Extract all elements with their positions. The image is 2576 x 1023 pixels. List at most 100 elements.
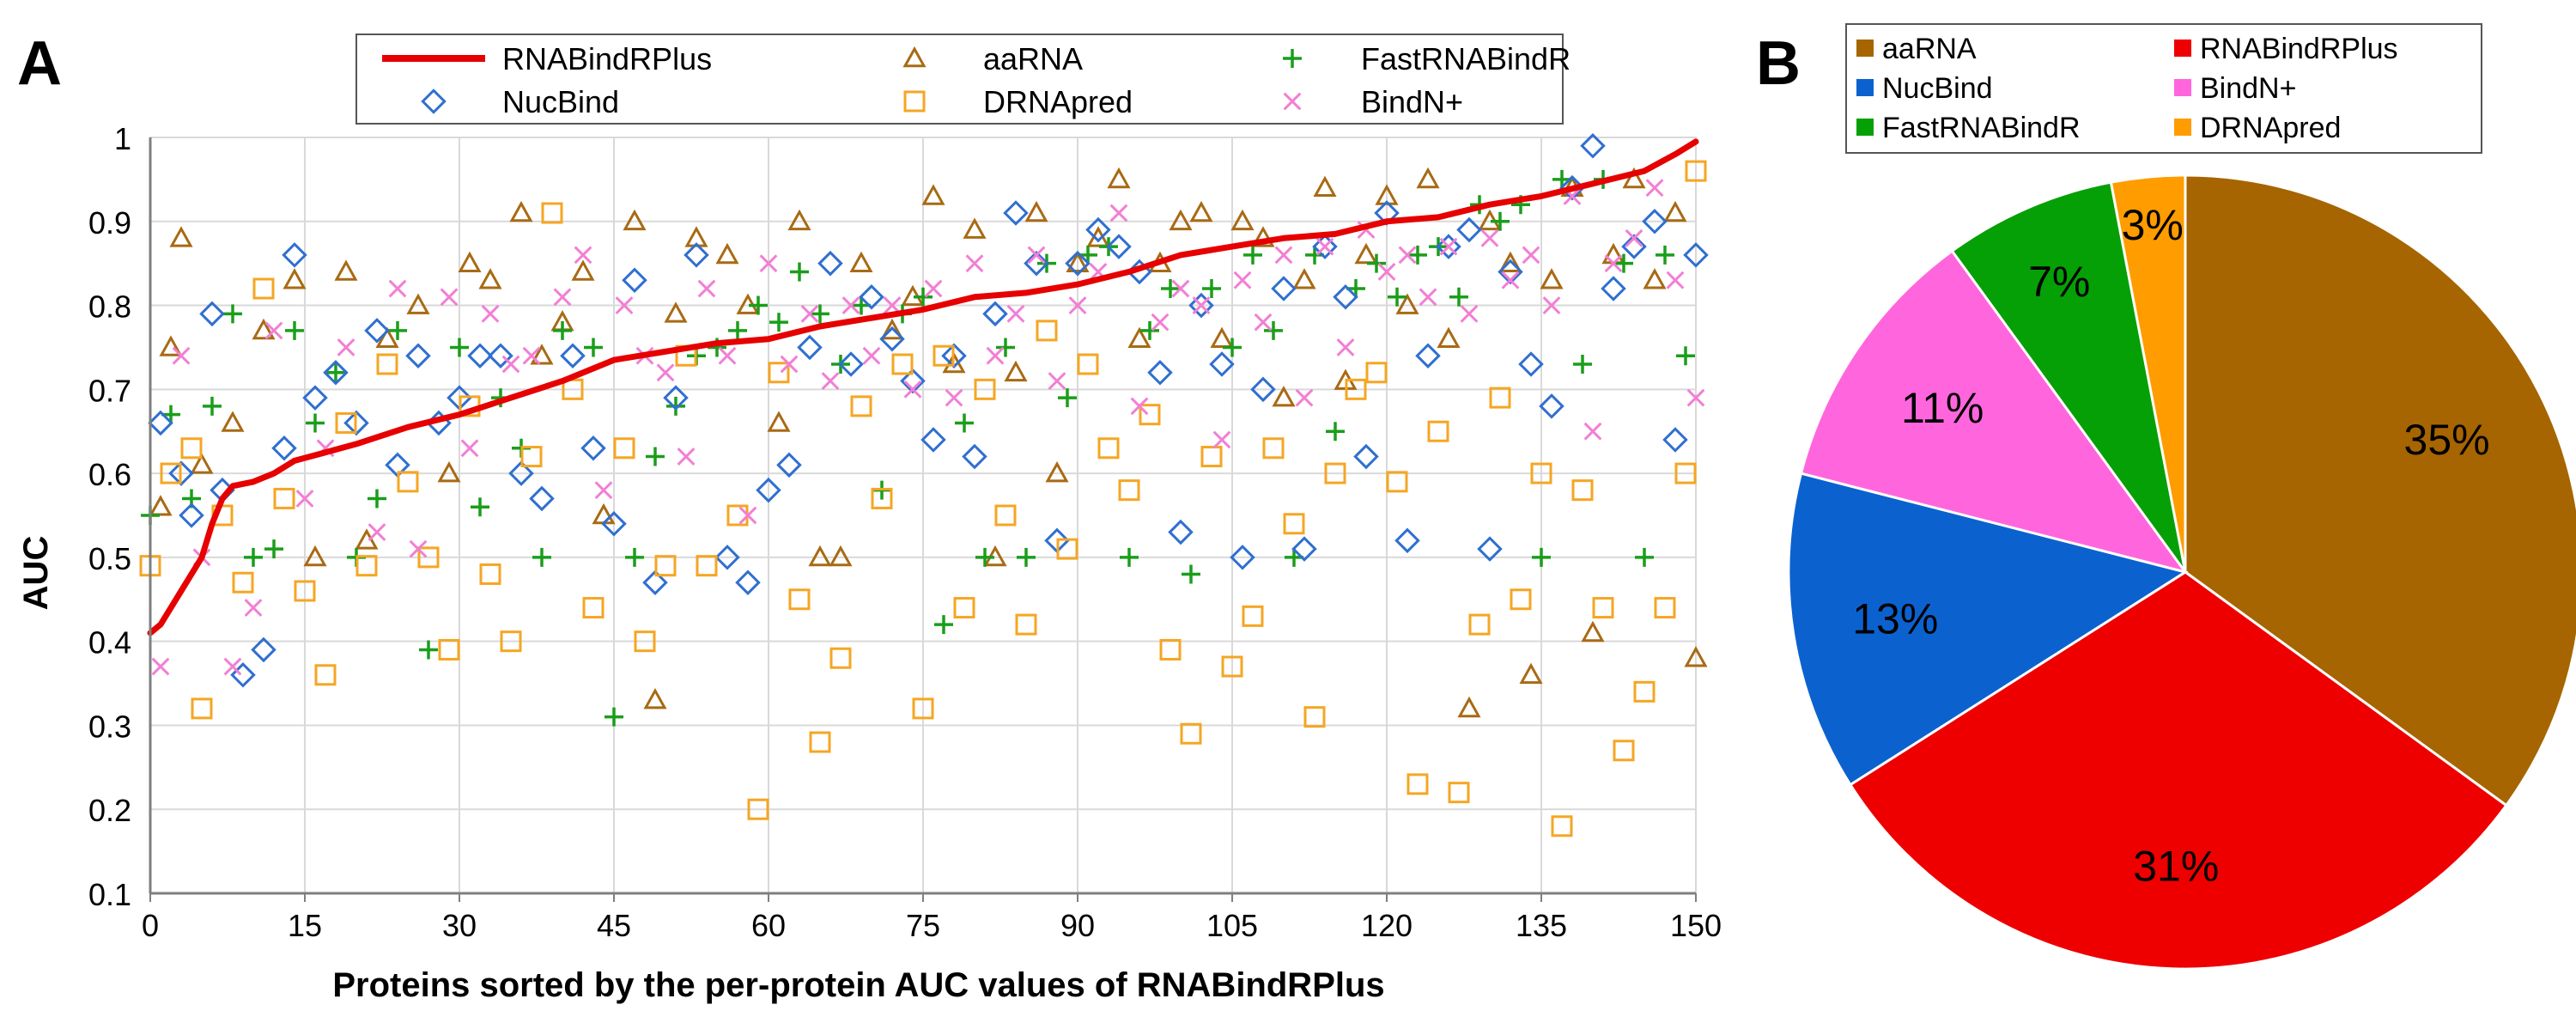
- data-point: [285, 320, 304, 340]
- data-point: [1036, 320, 1058, 342]
- data-point: [252, 318, 276, 340]
- data-point: [683, 242, 709, 268]
- y-tick-label: 1: [114, 121, 131, 156]
- data-point: [1171, 279, 1190, 298]
- data-point: [829, 545, 853, 567]
- data-point: [437, 461, 461, 483]
- legend-label: aaRNA: [983, 41, 1083, 76]
- data-point: [1109, 204, 1128, 222]
- data-point: [788, 588, 811, 611]
- data-point: [355, 528, 379, 550]
- data-point: [335, 411, 357, 434]
- data-point: [529, 485, 555, 512]
- data-point: [1004, 360, 1028, 382]
- data-point: [1635, 547, 1654, 567]
- data-point: [1182, 564, 1200, 584]
- data-point: [1015, 613, 1037, 636]
- data-point: [900, 368, 926, 394]
- data-point: [776, 452, 802, 478]
- series-fastrnabindr: [141, 169, 1695, 727]
- data-point: [1684, 646, 1708, 667]
- data-point: [1457, 696, 1481, 718]
- data-point: [1437, 326, 1461, 348]
- pie-slice-label: 7%: [2028, 258, 2090, 306]
- data-point: [1221, 655, 1243, 678]
- data-point: [963, 217, 987, 239]
- data-point: [295, 490, 314, 508]
- data-point: [169, 226, 193, 247]
- data-point: [879, 326, 905, 352]
- data-point: [478, 268, 502, 289]
- data-point: [199, 301, 225, 327]
- data-point: [1604, 254, 1623, 273]
- data-point: [584, 338, 603, 357]
- data-point: [1592, 597, 1614, 619]
- data-point: [1169, 209, 1193, 231]
- legend-item-bindn-: BindN+: [1283, 84, 1463, 119]
- pie-slice-drnapred: 3%: [2109, 174, 2187, 573]
- data-point: [1551, 815, 1573, 837]
- legend-swatch: [1856, 119, 1874, 136]
- legend-swatch: [902, 46, 927, 68]
- data-point: [303, 545, 327, 567]
- data-point: [417, 546, 440, 569]
- data-point: [1291, 536, 1317, 562]
- x-tick-label: 60: [751, 908, 786, 943]
- data-point: [1601, 242, 1625, 265]
- data-point: [1254, 313, 1273, 332]
- data-point: [615, 296, 634, 314]
- data-point: [488, 343, 513, 368]
- data-point: [1065, 250, 1091, 277]
- data-point: [1209, 351, 1235, 377]
- pie-slice-aarna: 35%: [2184, 174, 2576, 807]
- data-point: [862, 346, 881, 365]
- legend-item-bindn-: BindN+: [2174, 72, 2296, 105]
- data-point: [634, 630, 656, 653]
- data-point: [1147, 360, 1173, 386]
- data-point: [1388, 287, 1406, 307]
- data-point: [388, 320, 407, 340]
- data-point: [1118, 479, 1140, 502]
- data-point: [1168, 519, 1194, 545]
- data-point: [643, 688, 667, 709]
- data-point: [1274, 246, 1293, 265]
- data-point: [1027, 246, 1046, 265]
- data-point: [871, 487, 893, 509]
- data-point: [1365, 362, 1388, 384]
- data-point: [1656, 245, 1674, 265]
- data-point: [666, 396, 685, 416]
- data-point: [718, 346, 737, 365]
- data-point: [605, 707, 623, 727]
- data-point: [1645, 179, 1664, 198]
- data-point: [1571, 479, 1594, 502]
- data-point: [654, 555, 677, 577]
- data-point: [337, 338, 355, 356]
- x-tick-label: 120: [1361, 908, 1413, 943]
- pie-slice-shape: [1848, 570, 2508, 971]
- data-point: [1674, 462, 1697, 484]
- data-point: [677, 448, 696, 466]
- data-point: [264, 321, 283, 340]
- data-point: [1345, 378, 1367, 400]
- legend-item-aarna: aaRNA: [902, 41, 1083, 76]
- data-point: [1292, 268, 1316, 289]
- data-point: [1295, 388, 1314, 407]
- data-point: [1353, 443, 1379, 470]
- data-point: [1130, 397, 1149, 416]
- data-point: [1230, 209, 1255, 231]
- data-point: [1333, 284, 1358, 310]
- data-point: [273, 487, 295, 509]
- data-point: [696, 555, 718, 577]
- data-point: [1107, 167, 1131, 189]
- legend-swatch: [1283, 92, 1302, 111]
- data-point: [1077, 353, 1099, 375]
- data-point: [1683, 242, 1709, 268]
- data-point: [450, 338, 469, 357]
- legend-swatch: [2174, 79, 2191, 96]
- data-point: [574, 246, 592, 265]
- legend-item-drnapred: DRNApred: [903, 84, 1133, 119]
- data-point: [149, 495, 173, 516]
- data-point: [1024, 200, 1048, 222]
- pie-chart-panel: aaRNA RNABindRPlus NucBind BindN+ FastRNABin…: [1787, 23, 2576, 971]
- data-point: [1540, 268, 1564, 289]
